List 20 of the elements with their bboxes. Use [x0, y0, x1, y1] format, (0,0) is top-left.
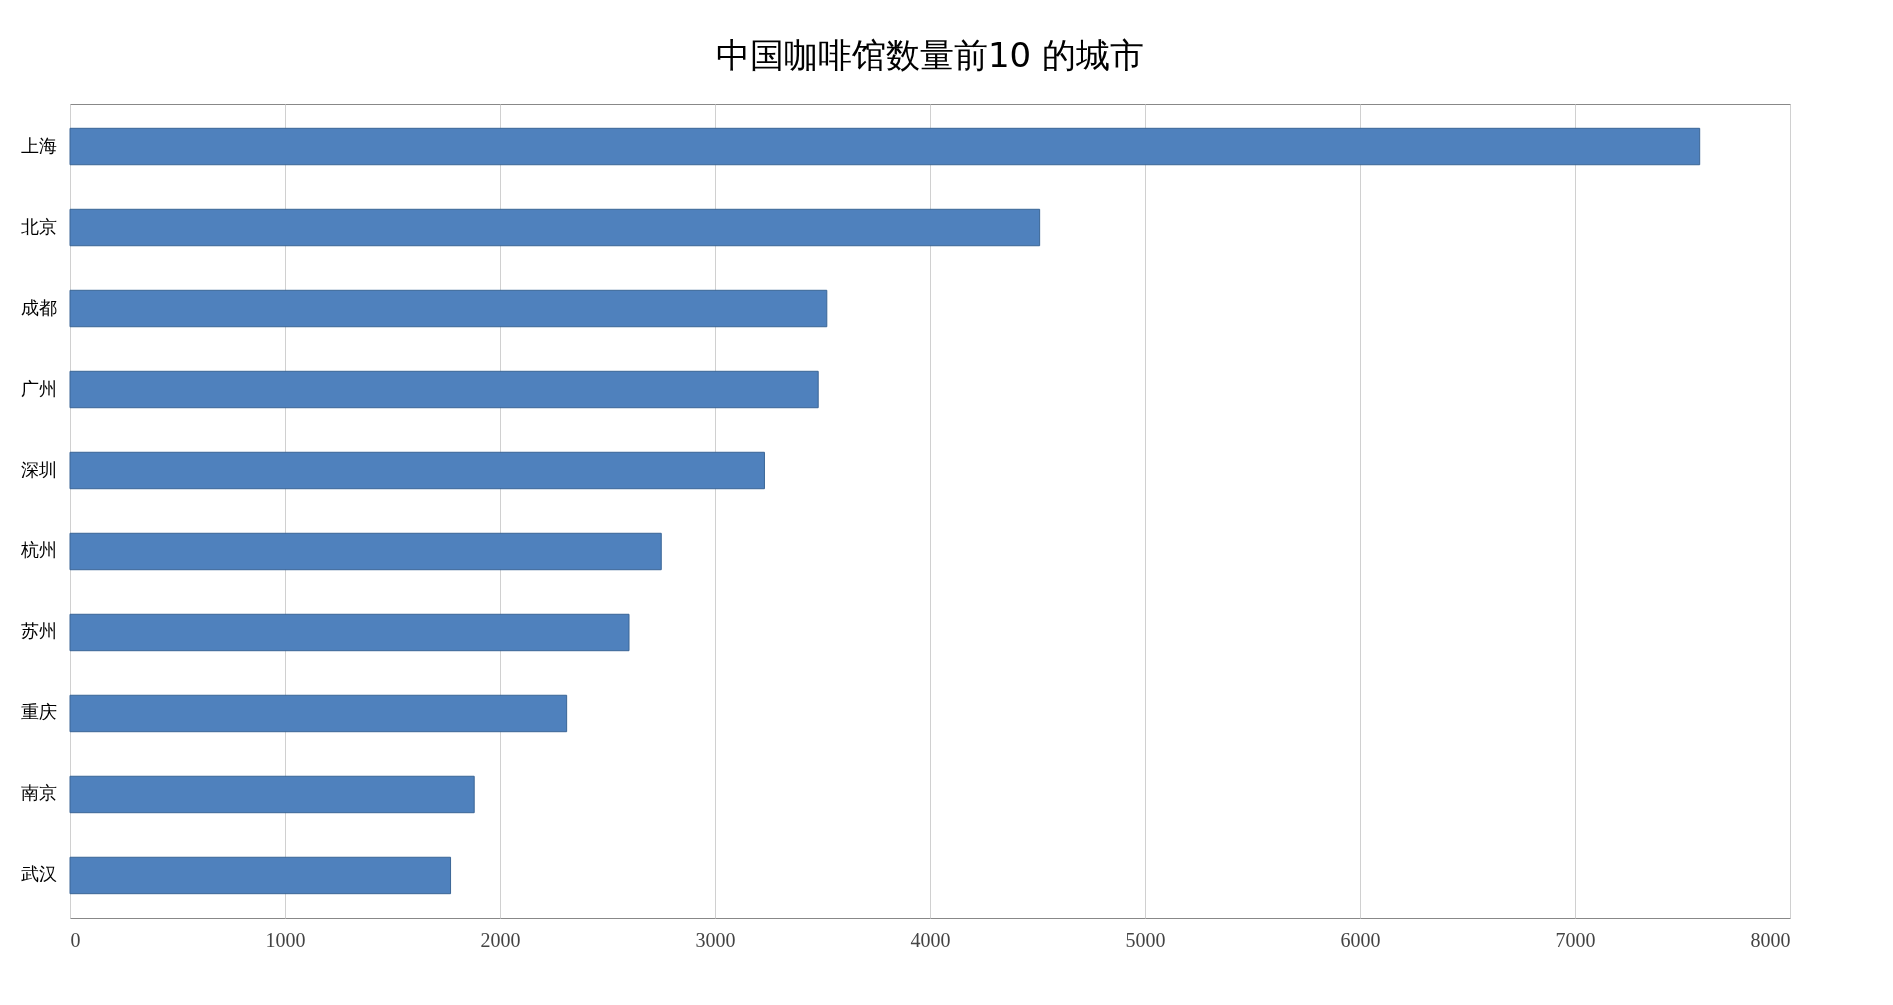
x-tick-label: 8000: [1750, 928, 1791, 951]
y-tick-label: 苏州: [20, 620, 57, 642]
y-tick-label: 重庆: [20, 701, 57, 723]
chart-title: 中国咖啡馆数量前10 的城市: [715, 35, 1145, 75]
x-tick-label: 6000: [1340, 928, 1381, 951]
y-tick-label: 广州: [20, 377, 57, 399]
y-tick-label: 杭州: [19, 539, 57, 561]
x-tick-label: 4000: [910, 928, 951, 951]
y-tick-label: 上海: [20, 134, 57, 156]
y-tick-label: 南京: [20, 782, 57, 804]
y-tick-label: 武汉: [20, 863, 57, 885]
x-tick-label: 7000: [1555, 928, 1596, 951]
y-tick-label: 成都: [20, 296, 57, 318]
x-tick-label: 1000: [265, 928, 306, 951]
x-tick-label: 3000: [695, 928, 736, 951]
x-tick-label: 0: [70, 928, 81, 951]
y-tick-label: 北京: [20, 215, 57, 237]
x-tick-label: 5000: [1125, 928, 1166, 951]
y-tick-label: 深圳: [20, 458, 57, 480]
x-tick-label: 2000: [480, 928, 521, 951]
